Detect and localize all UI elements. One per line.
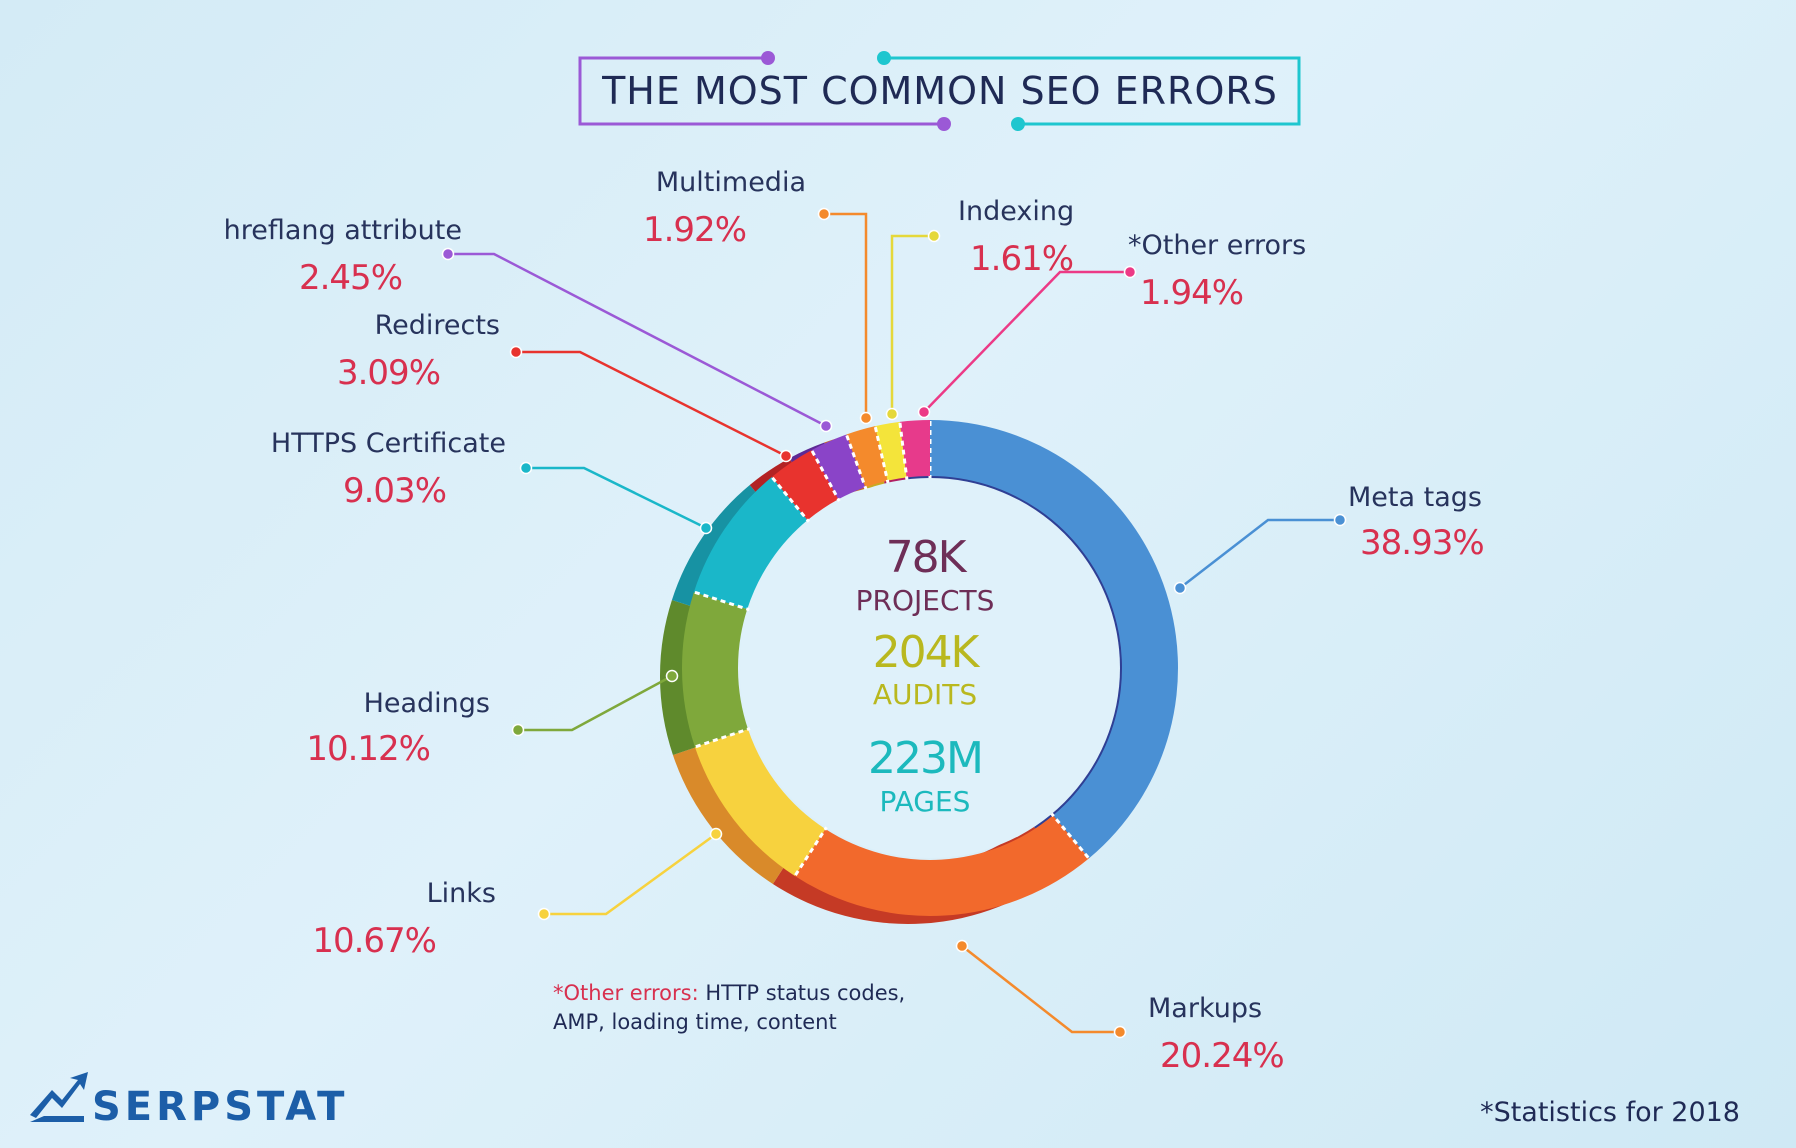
leader-dot	[779, 449, 793, 463]
svg-text:*Other errors: HTTP status cod: *Other errors: HTTP status codes,	[553, 981, 905, 1005]
slice-percent-label: 1.92%	[643, 210, 746, 250]
center-word-audits: AUDITS	[873, 678, 977, 711]
slice-separator	[792, 824, 829, 879]
leader-line	[1179, 518, 1340, 589]
leader-line	[544, 832, 717, 916]
center-word-projects: PROJECTS	[856, 584, 995, 617]
slice-separator	[873, 423, 890, 485]
slice-category-label: Indexing	[958, 196, 1074, 227]
slice-percent-label: 3.09%	[337, 353, 440, 393]
leader-dot	[1333, 513, 1347, 527]
leader-dot	[441, 247, 455, 261]
leader-dot	[885, 407, 899, 421]
donut-hole	[740, 478, 1120, 858]
donut-slice-indexing	[875, 421, 907, 481]
leader-dot	[1113, 1025, 1127, 1039]
slice-category-label: HTTPS Certificate	[271, 428, 506, 459]
leader-dot	[817, 207, 831, 221]
leader-dot	[1173, 581, 1187, 595]
slice-category-label: hreflang attribute	[224, 215, 462, 246]
donut-slice-headings	[682, 591, 749, 748]
leader-dot	[1123, 265, 1137, 279]
leader-line	[526, 466, 707, 530]
leader-dot	[955, 939, 969, 953]
slice-category-label: Redirects	[375, 310, 500, 341]
leader-dot	[511, 723, 525, 737]
slice-category-label: Multimedia	[656, 167, 806, 198]
leader-dot	[917, 405, 931, 419]
slice-percent-label: 1.94%	[1140, 273, 1243, 313]
title-frame: THE MOST COMMON SEO ERRORS	[578, 51, 1301, 131]
leader-dot	[509, 345, 523, 359]
center-word-pages: PAGES	[880, 785, 971, 818]
donut-slice-markups	[794, 815, 1089, 916]
slice-category-label: Meta tags	[1348, 482, 1482, 513]
donut-slice-links	[694, 729, 826, 876]
leader-line	[518, 674, 673, 732]
note-prefix: *Other errors:	[553, 981, 699, 1005]
brand-name: SERPSTAT	[92, 1084, 348, 1130]
slice-percent-label: 2.45%	[299, 258, 402, 298]
slice-percent-label: 10.12%	[306, 729, 430, 769]
title-frame-dot	[1011, 117, 1025, 131]
leader-dot	[699, 521, 713, 535]
donut-chart	[660, 418, 1178, 924]
slice-category-label: Headings	[364, 688, 490, 719]
slice-category-label: Markups	[1148, 993, 1262, 1024]
donut-slice-hreflang-attribute	[811, 434, 866, 500]
leader-line	[516, 350, 787, 458]
slice-percent-label: 9.03%	[343, 471, 446, 511]
slice-labels: Meta tags 38.93% Markups 20.24% Links 10.67% H…	[224, 167, 1485, 1076]
leader-line	[448, 252, 827, 428]
title-frame-dot	[937, 117, 951, 131]
center-number-pages: 223M	[868, 733, 982, 784]
slice-separator	[691, 589, 752, 612]
chart-title: THE MOST COMMON SEO ERRORS	[601, 69, 1278, 113]
statistics-footnote: *Statistics for 2018	[1480, 1097, 1740, 1128]
slice-separator	[809, 447, 842, 504]
serpstat-logo: SERPSTAT	[30, 1072, 348, 1130]
slice-percent-label: 20.24%	[1160, 1036, 1284, 1076]
donut-slice-https-certificate	[693, 477, 808, 610]
leader-dot	[927, 229, 941, 243]
note-line1: HTTP status codes,	[699, 981, 906, 1005]
donut-slice-other-errors	[899, 420, 930, 478]
center-number-projects: 78K	[886, 532, 968, 583]
donut-slice-meta-tags	[930, 420, 1178, 859]
leader-dot	[709, 827, 723, 841]
slice-separator	[692, 726, 753, 750]
leader-dot	[859, 411, 873, 425]
slice-separator	[844, 432, 869, 492]
note-line2: AMP, loading time, content	[553, 1010, 837, 1034]
leader-dot	[819, 419, 833, 433]
donut-slice-redirects	[771, 450, 839, 521]
title-frame-dot	[877, 51, 891, 65]
leader-line	[961, 945, 1120, 1034]
center-stats: 78K PROJECTS 204K AUDITS 223M PAGES	[856, 532, 995, 818]
slice-category-label: Links	[427, 878, 496, 909]
leader-line	[824, 212, 868, 418]
donut-slice-multimedia	[846, 426, 888, 488]
leader-dot	[537, 907, 551, 921]
serpstat-chart-logo-icon	[30, 1072, 88, 1122]
slice-separator	[769, 474, 812, 525]
slice-percent-label: 10.67%	[312, 921, 436, 961]
leader-line	[923, 270, 1130, 413]
center-number-audits: 204K	[873, 627, 981, 678]
slice-separator	[1049, 811, 1092, 861]
title-frame-dot	[761, 51, 775, 65]
leader-line	[890, 234, 934, 414]
slice-percent-label: 38.93%	[1360, 523, 1484, 563]
leader-dot	[665, 669, 679, 683]
leader-dot	[519, 461, 533, 475]
slice-percent-label: 1.61%	[970, 239, 1073, 279]
slice-separator	[898, 419, 909, 482]
slice-category-label: *Other errors	[1128, 230, 1306, 261]
other-errors-note: *Other errors: HTTP status codes, AMP, l…	[553, 981, 905, 1034]
